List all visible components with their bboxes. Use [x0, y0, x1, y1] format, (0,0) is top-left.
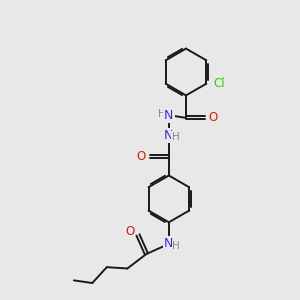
Text: N: N — [164, 128, 173, 142]
Text: N: N — [164, 109, 173, 122]
Text: O: O — [137, 150, 146, 163]
Text: H: H — [172, 241, 180, 251]
Text: H: H — [172, 132, 179, 142]
Text: O: O — [125, 226, 134, 238]
Text: N: N — [164, 237, 173, 250]
Text: O: O — [209, 111, 218, 124]
Text: H: H — [158, 109, 166, 119]
Text: Cl: Cl — [213, 77, 225, 90]
